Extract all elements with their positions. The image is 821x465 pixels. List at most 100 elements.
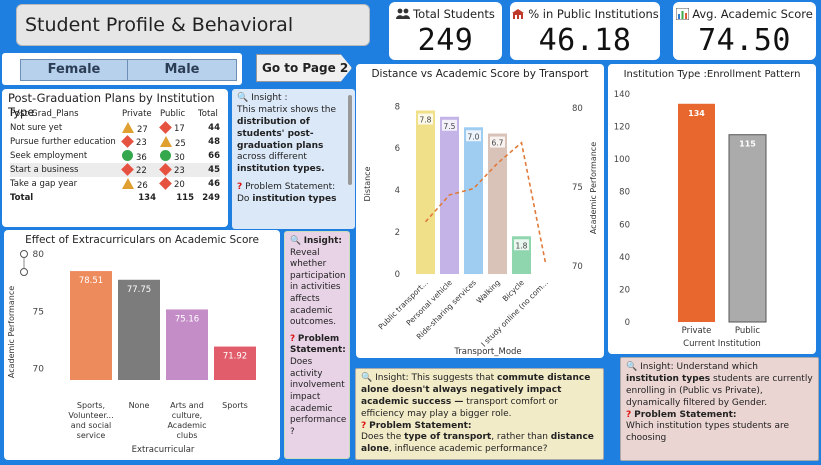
bar (118, 279, 160, 380)
extracurricular-chart-card: Effect of Extracurriculars on Academic S… (4, 230, 280, 460)
insight-text: 🔍 Insight: This suggests that commute di… (361, 373, 598, 421)
kpi-avg-score: Avg. Academic Score 74.50 (673, 2, 816, 60)
matrix-row[interactable]: Not sure yet 27 17 44 (10, 120, 220, 135)
matrix-cell: Pursue further education (10, 137, 116, 147)
problem-label: Problem Statement: (290, 333, 346, 356)
y2-tick-label: 70 (572, 262, 583, 272)
insight-text: 🔍 Insight: Understand which institution … (626, 362, 813, 410)
kpi-total-students: Total Students 249 (389, 2, 502, 60)
data-label: 77.75 (127, 285, 151, 295)
gender-slicer: Female Male (2, 53, 242, 85)
x-tick-label: Academic (167, 421, 206, 430)
insight-extracurricular-box: 🔍 Insight: Reveal whether participation … (284, 231, 350, 459)
data-label-bg (490, 136, 505, 148)
problem-text-bold: institution types (252, 194, 337, 204)
y2-tick-label: 75 (572, 183, 583, 193)
y-tick-label: 80 (33, 250, 45, 260)
matrix-row[interactable]: Take a gap year 26 20 46 (10, 176, 220, 191)
academic-performance-line (424, 141, 547, 264)
problem-label: Problem Statement: (634, 409, 737, 420)
kpi-value: 249 (417, 23, 474, 58)
matrix-header: Total (198, 109, 218, 119)
matrix-cell: 36 (122, 149, 160, 163)
matrix-row[interactable]: Start a business 22 23 45 (10, 162, 220, 177)
matrix-cell: 44 (208, 123, 220, 133)
scrollbar[interactable] (348, 95, 352, 185)
kpi-label: % in Public Institutions (528, 7, 659, 21)
chart-title: Distance vs Academic Score by Transport (371, 68, 588, 80)
institution-icon (511, 8, 525, 23)
matrix-cell: 23 (159, 162, 198, 177)
diamond-indicator-icon (121, 162, 134, 176)
people-icon (396, 8, 411, 23)
insight-text-bold: institution types. (237, 164, 325, 175)
bar (70, 271, 112, 380)
insight-text-bold: commute distance alone doesn't always ne… (361, 373, 591, 407)
kpi-value: 74.50 (698, 23, 791, 58)
problem-text: Which institution types students are cho… (626, 421, 790, 444)
insight-text-bold: distribution of students' post-graduatio… (237, 116, 324, 151)
y-tick-label: 120 (614, 123, 630, 133)
y-tick-label: 40 (619, 253, 630, 263)
magnifier-icon: 🔍 (290, 236, 301, 246)
y-axis-slider-handle (20, 250, 28, 258)
y-tick-label: 0 (395, 270, 400, 280)
bar (464, 127, 483, 274)
gender-female-button[interactable]: Female (20, 59, 128, 81)
insight-text: Reveal whether participation in activiti… (290, 247, 346, 328)
kpi-value: 46.18 (538, 23, 632, 58)
matrix-cell: 46 (208, 179, 220, 189)
bar (678, 103, 715, 322)
bar (166, 309, 208, 380)
kpi-public-pct: % in Public Institutions 46.18 (510, 2, 660, 60)
x-tick-label: and social (71, 421, 111, 430)
y-tick-label: 70 (33, 365, 45, 375)
y-tick-label: 2 (395, 228, 400, 238)
x-tick-label: service (77, 431, 106, 440)
gender-male-button[interactable]: Male (127, 59, 237, 81)
matrix-cell: 27 (122, 121, 160, 135)
magnifier-icon: 🔍 (361, 373, 373, 383)
question-icon: ? (237, 182, 243, 193)
insight-text-part: This matrix shows the (237, 104, 337, 115)
chart-title: Effect of Extracurriculars on Academic S… (25, 234, 259, 246)
matrix-value: 30 (174, 152, 185, 163)
magnifier-icon: 🔍 (237, 93, 249, 103)
matrix-row[interactable]: Seek employment 36 30 66 (10, 149, 220, 163)
matrix-cell: 134 (138, 193, 156, 203)
institution-chart: Institution Type :Enrollment Pattern 0 20 4… (614, 69, 801, 349)
data-label: 134 (688, 109, 705, 118)
x-tick-label: culture, (172, 411, 202, 420)
plans-matrix-table: Post-Grad_Plans Private Public Total Not… (10, 107, 220, 205)
insight-text-part: across different (237, 152, 307, 163)
question-icon: ? (290, 333, 296, 344)
x-tick-label: Sports (222, 401, 248, 410)
data-label: 7.8 (420, 115, 432, 124)
data-label-bg (514, 239, 529, 251)
problem-text: Do (237, 194, 253, 204)
insight-text-bold: institution types (626, 373, 711, 384)
problem-text-part: Does the (361, 432, 405, 443)
goto-page2-button[interactable]: Go to Page 2 (256, 54, 352, 82)
question-icon: ? (361, 420, 367, 431)
y-axis-label: Academic Performance (7, 286, 16, 378)
problem-label: Problem Statement: (369, 420, 472, 431)
matrix-cell: 26 (122, 177, 160, 191)
x-tick-label: Arts and (170, 401, 204, 410)
x-tick-label: Walking (475, 278, 502, 305)
y-tick-label: 6 (395, 144, 400, 154)
insight-text-part: Insight: Understand which (640, 362, 758, 372)
matrix-header: Private (122, 109, 152, 119)
matrix-title: Post-Graduation Plans by Institution Typ… (8, 91, 215, 119)
matrix-cell: 45 (198, 163, 220, 177)
matrix-value: 25 (175, 138, 186, 149)
extracurricular-chart: Effect of Extracurriculars on Academic S… (7, 234, 259, 455)
data-label-bg (418, 113, 433, 125)
matrix-header: Public (160, 109, 186, 119)
data-label: 75.16 (175, 314, 199, 324)
problem-text: Does the type of transport, rather than … (361, 432, 598, 456)
data-label: 1.8 (516, 241, 528, 250)
matrix-row[interactable]: Pursue further education 23 25 48 (10, 134, 220, 149)
y-tick-label: 100 (614, 155, 630, 165)
y2-axis-label: Academic Performance (589, 142, 598, 234)
